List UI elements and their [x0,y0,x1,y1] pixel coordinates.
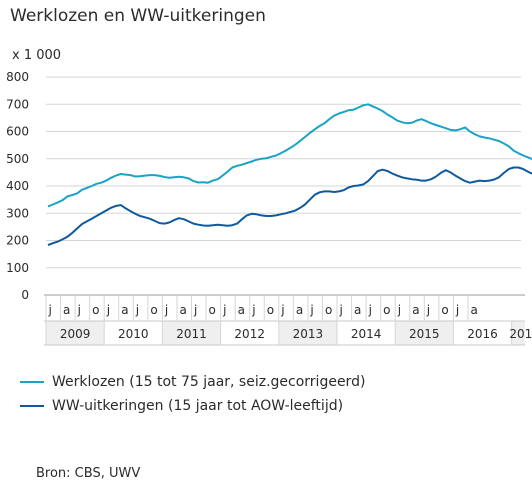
y-axis-unit-label: x 1 000 [12,48,62,63]
x-tick-label: o [150,303,157,317]
x-tick-label: j [397,303,401,317]
x-tick-label: j [77,303,81,317]
x-tick-label: a [296,303,303,317]
x-tick-label: j [280,303,284,317]
x-tick-label: a [412,303,419,317]
x-tick-label: j [135,303,139,317]
chart-title: Werklozen en WW-uitkeringen [10,6,266,26]
year-label: 2011 [176,327,207,341]
year-label: 2013 [293,327,324,341]
series-lines [47,103,532,247]
year-label: 2015 [409,327,440,341]
legend-item-ww-uitkeringen: WW-uitkeringen (15 jaar tot AOW-leeftijd… [20,398,343,414]
x-tick-label: j [368,303,372,317]
x-tick-label: a [354,303,361,317]
year-label: 2009 [60,327,91,341]
series-line-werklozen [47,103,532,208]
y-axis-ticks: 0 100 200 300 400 500 600 700 800 [6,70,29,302]
y-tick-label: 700 [6,97,29,111]
x-tick-label: a [470,303,477,317]
year-band [278,321,337,345]
x-tick-label: j [106,303,110,317]
x-tick-label: j [455,303,459,317]
x-tick-label: a [238,303,245,317]
legend-item-werklozen: Werklozen (15 tot 75 jaar, seiz.gecorrig… [20,374,365,390]
year-band [162,321,221,345]
y-tick-label: 200 [6,234,29,248]
x-tick-label: j [251,303,255,317]
year-band [46,321,105,345]
legend-swatch [20,405,44,407]
source-note: Bron: CBS, UWV [36,466,141,481]
y-tick-label: 600 [6,125,29,139]
series-line-ww-uitkeringen [47,166,532,247]
legend-label: Werklozen (15 tot 75 jaar, seiz.gecorrig… [52,374,366,390]
x-tick-label: a [121,303,128,317]
x-tick-label: j [164,303,168,317]
x-tick-label: j [339,303,343,317]
legend-swatch [20,381,44,383]
x-tick-label: o [383,303,390,317]
x-tick-label: o [441,303,448,317]
year-label: 2014 [351,327,382,341]
legend-label: WW-uitkeringen (15 jaar tot AOW-leeftijd… [52,398,344,414]
x-tick-label: o [325,303,332,317]
year-label: 2012 [234,327,265,341]
x-tick-label: o [92,303,99,317]
y-tick-label: 300 [6,206,29,220]
x-tick-label: a [179,303,186,317]
gridlines [46,76,521,269]
year-band [511,321,525,345]
year-label: 2016 [467,327,498,341]
y-tick-label: 0 [21,288,29,302]
year-label: 2010 [118,327,149,341]
year-band [395,321,454,345]
y-tick-label: 400 [6,179,29,193]
y-tick-label: 800 [6,70,29,84]
x-tick-label: o [209,303,216,317]
x-tick-label: j [193,303,197,317]
x-tick-label: a [63,303,70,317]
x-tick-label: o [267,303,274,317]
y-tick-label: 100 [6,261,29,275]
x-tick-label: j [426,303,430,317]
x-tick-label: j [222,303,226,317]
year-label: 2017 [509,327,532,341]
y-tick-label: 500 [6,152,29,166]
x-tick-label: j [309,303,313,317]
x-tick-label: j [48,303,52,317]
